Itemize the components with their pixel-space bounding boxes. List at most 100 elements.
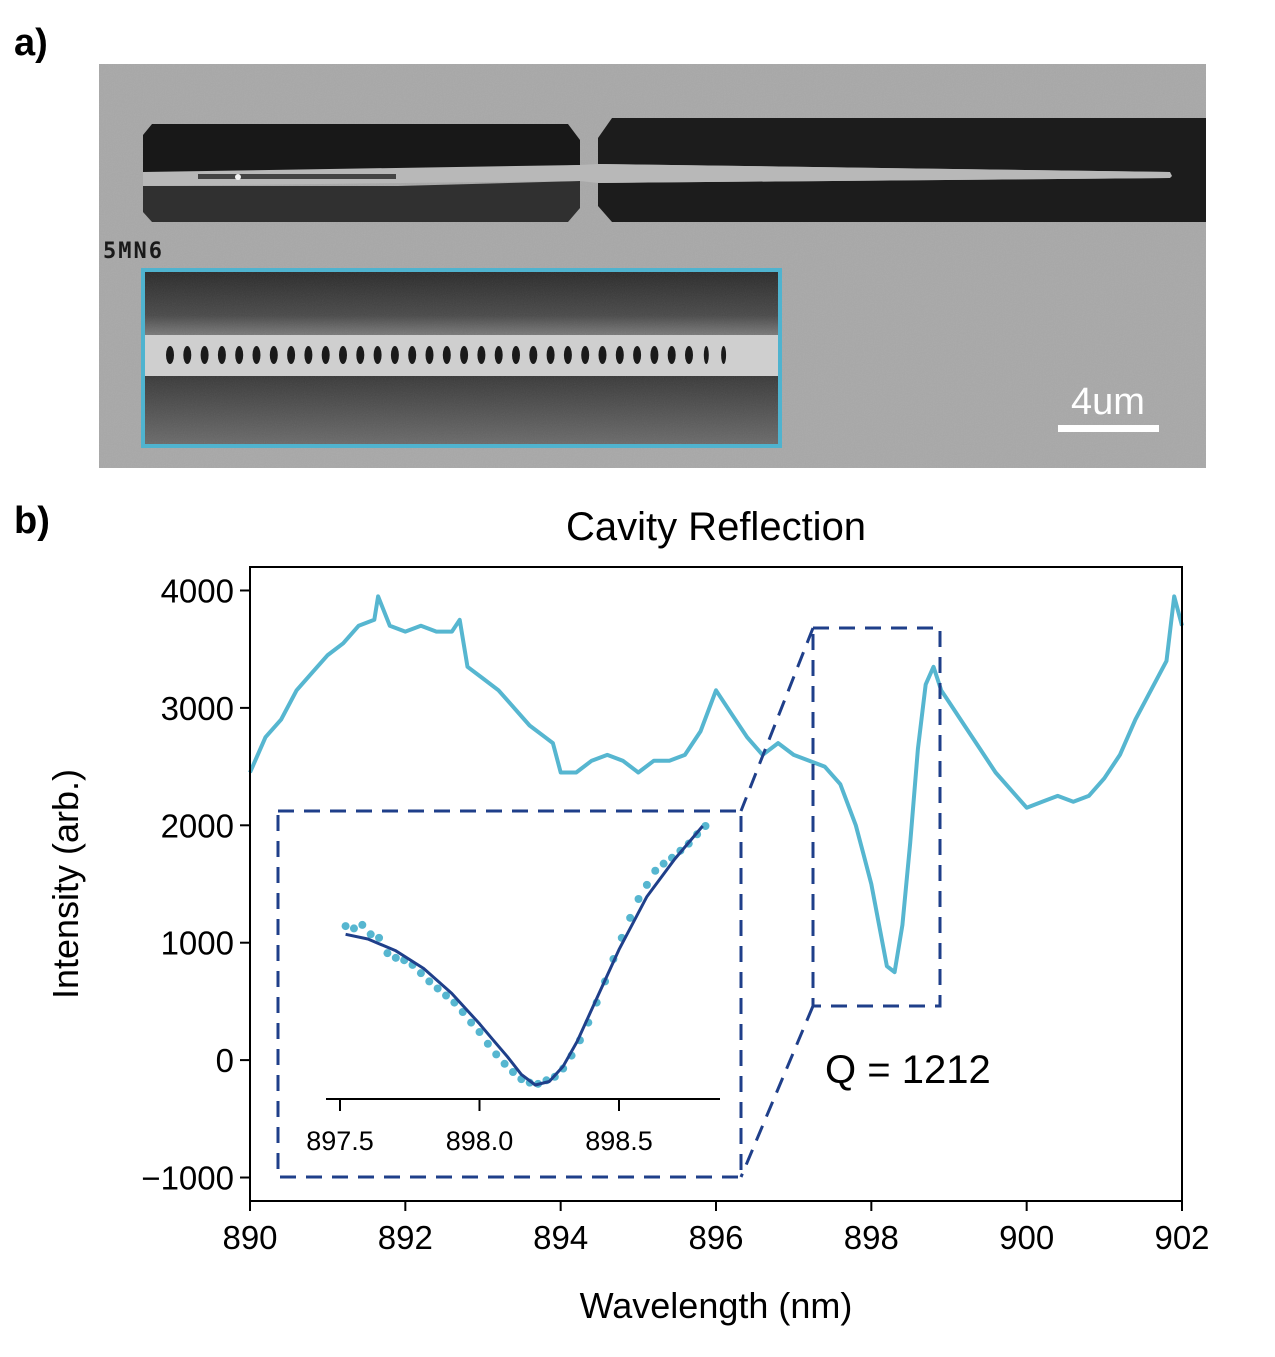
inset-tick-label: 898.5 — [585, 1126, 653, 1156]
inset-hole — [252, 346, 261, 364]
zoom-connector-top — [739, 627, 815, 812]
inset-data-point — [375, 933, 384, 942]
inset-hole — [217, 346, 226, 364]
x-axis-label: Wavelength (nm) — [580, 1285, 853, 1326]
inset-data-point — [609, 955, 618, 964]
inset-hole — [650, 346, 659, 364]
y-tick-label: 2000 — [161, 807, 234, 844]
inset-data-point — [575, 1036, 584, 1045]
inset-hole — [721, 346, 727, 364]
panel-label-b: b) — [14, 500, 50, 542]
inset-hole — [425, 346, 434, 364]
y-axis-label: Intensity (arb.) — [45, 769, 86, 999]
nanobeam-waveguide — [143, 164, 1172, 186]
inset-data-point — [442, 991, 451, 1000]
x-axis-ticks: 890 892 894 896 898 900 902 — [222, 1201, 1210, 1256]
zoom-indicators — [276, 626, 942, 1179]
x-tick-label: 894 — [533, 1219, 588, 1256]
inset-data-point — [584, 1018, 593, 1027]
inset-data-point — [408, 960, 417, 969]
scale-bar — [1058, 425, 1159, 432]
inset-data-point — [391, 953, 400, 962]
inset-data-point — [592, 998, 601, 1007]
inset-tick-label: 898.0 — [446, 1126, 514, 1156]
x-tick-label: 896 — [688, 1219, 743, 1256]
y-tick-label: 1000 — [161, 925, 234, 962]
q-factor-annotation: Q = 1212 — [825, 1048, 991, 1092]
inset-hole — [703, 346, 709, 364]
inset-data-point — [358, 920, 367, 929]
inset-data-point — [517, 1075, 526, 1084]
inset-hole — [408, 346, 417, 364]
inset-hole — [200, 346, 209, 364]
inset-hole — [287, 346, 296, 364]
inset-data-point — [634, 894, 643, 903]
inset-hole — [321, 346, 330, 364]
inset-hole-array — [166, 346, 727, 364]
inset-frame-box — [276, 809, 743, 1179]
inset-data-point — [458, 1008, 467, 1017]
x-tick-label: 890 — [222, 1219, 277, 1256]
inset-hole — [339, 346, 347, 364]
y-tick-label: 3000 — [161, 690, 234, 727]
inset-data-point — [525, 1078, 534, 1087]
inset-data-point — [508, 1068, 517, 1077]
inset-data-point — [668, 853, 677, 862]
inset-hole — [494, 346, 503, 364]
x-tick-label: 900 — [999, 1219, 1054, 1256]
photonic-crystal-holes — [198, 174, 396, 179]
inset-hole — [373, 346, 382, 364]
inset-hole — [667, 346, 676, 364]
sem-image-panel: 5MN6 4um — [99, 64, 1206, 468]
inset-data-point — [400, 956, 409, 965]
inset-data-point — [341, 922, 350, 931]
inset-hole — [581, 346, 590, 364]
inset-hole — [356, 346, 365, 364]
y-axis-ticks: −1000 0 1000 2000 3000 4000 — [141, 572, 250, 1197]
y-tick-label: 4000 — [161, 572, 234, 609]
inset-data-point — [626, 913, 635, 922]
main-plot-frame — [249, 566, 1183, 1202]
inset-hole — [546, 346, 555, 364]
inset-data-point — [483, 1039, 492, 1048]
inset-data-point — [676, 846, 685, 855]
inset-data-point — [349, 924, 358, 933]
inset-data-point — [642, 880, 651, 889]
inset-data-point — [559, 1064, 568, 1073]
inset-data-point — [433, 984, 442, 993]
inset-tick-label: 897.5 — [306, 1126, 374, 1156]
inset-data-point — [467, 1018, 476, 1027]
inset-data-point — [701, 822, 710, 830]
chart-title: Cavity Reflection — [566, 505, 866, 549]
inset-hole — [235, 346, 244, 364]
inset-hole — [460, 346, 469, 364]
y-tick-label: −1000 — [141, 1160, 234, 1197]
reflection-spectrum-line — [248, 594, 1184, 975]
y-tick-label: 0 — [216, 1042, 234, 1079]
x-tick-label: 902 — [1154, 1219, 1209, 1256]
inset-fit-plot — [341, 822, 710, 1088]
inset-data-point — [492, 1050, 501, 1059]
inset-hole — [477, 346, 486, 364]
inset-data-point — [383, 949, 392, 958]
inset-data-point — [550, 1072, 559, 1081]
inset-x-ticks: 897.5 898.0 898.5 — [306, 1099, 653, 1156]
etched-trench-right — [598, 118, 1206, 222]
inset-hole — [563, 346, 572, 364]
inset-border — [141, 268, 782, 448]
inset-hole — [390, 346, 399, 364]
panel-label-a: a) — [14, 22, 48, 64]
etched-trench-left — [143, 124, 580, 172]
zoom-connector-bottom — [739, 1005, 815, 1178]
x-tick-label: 892 — [378, 1219, 433, 1256]
inset-hole — [512, 346, 520, 364]
main-plot-area — [248, 594, 1184, 975]
inset-hole — [269, 346, 278, 364]
inset-hole — [685, 346, 693, 364]
inset-data-point — [425, 977, 434, 986]
inset-data-point — [416, 969, 425, 978]
inset-data-point — [659, 859, 668, 868]
inset-fit-curve — [345, 825, 704, 1087]
inset-data-point — [684, 839, 693, 848]
zoom-region-box — [811, 626, 942, 1008]
